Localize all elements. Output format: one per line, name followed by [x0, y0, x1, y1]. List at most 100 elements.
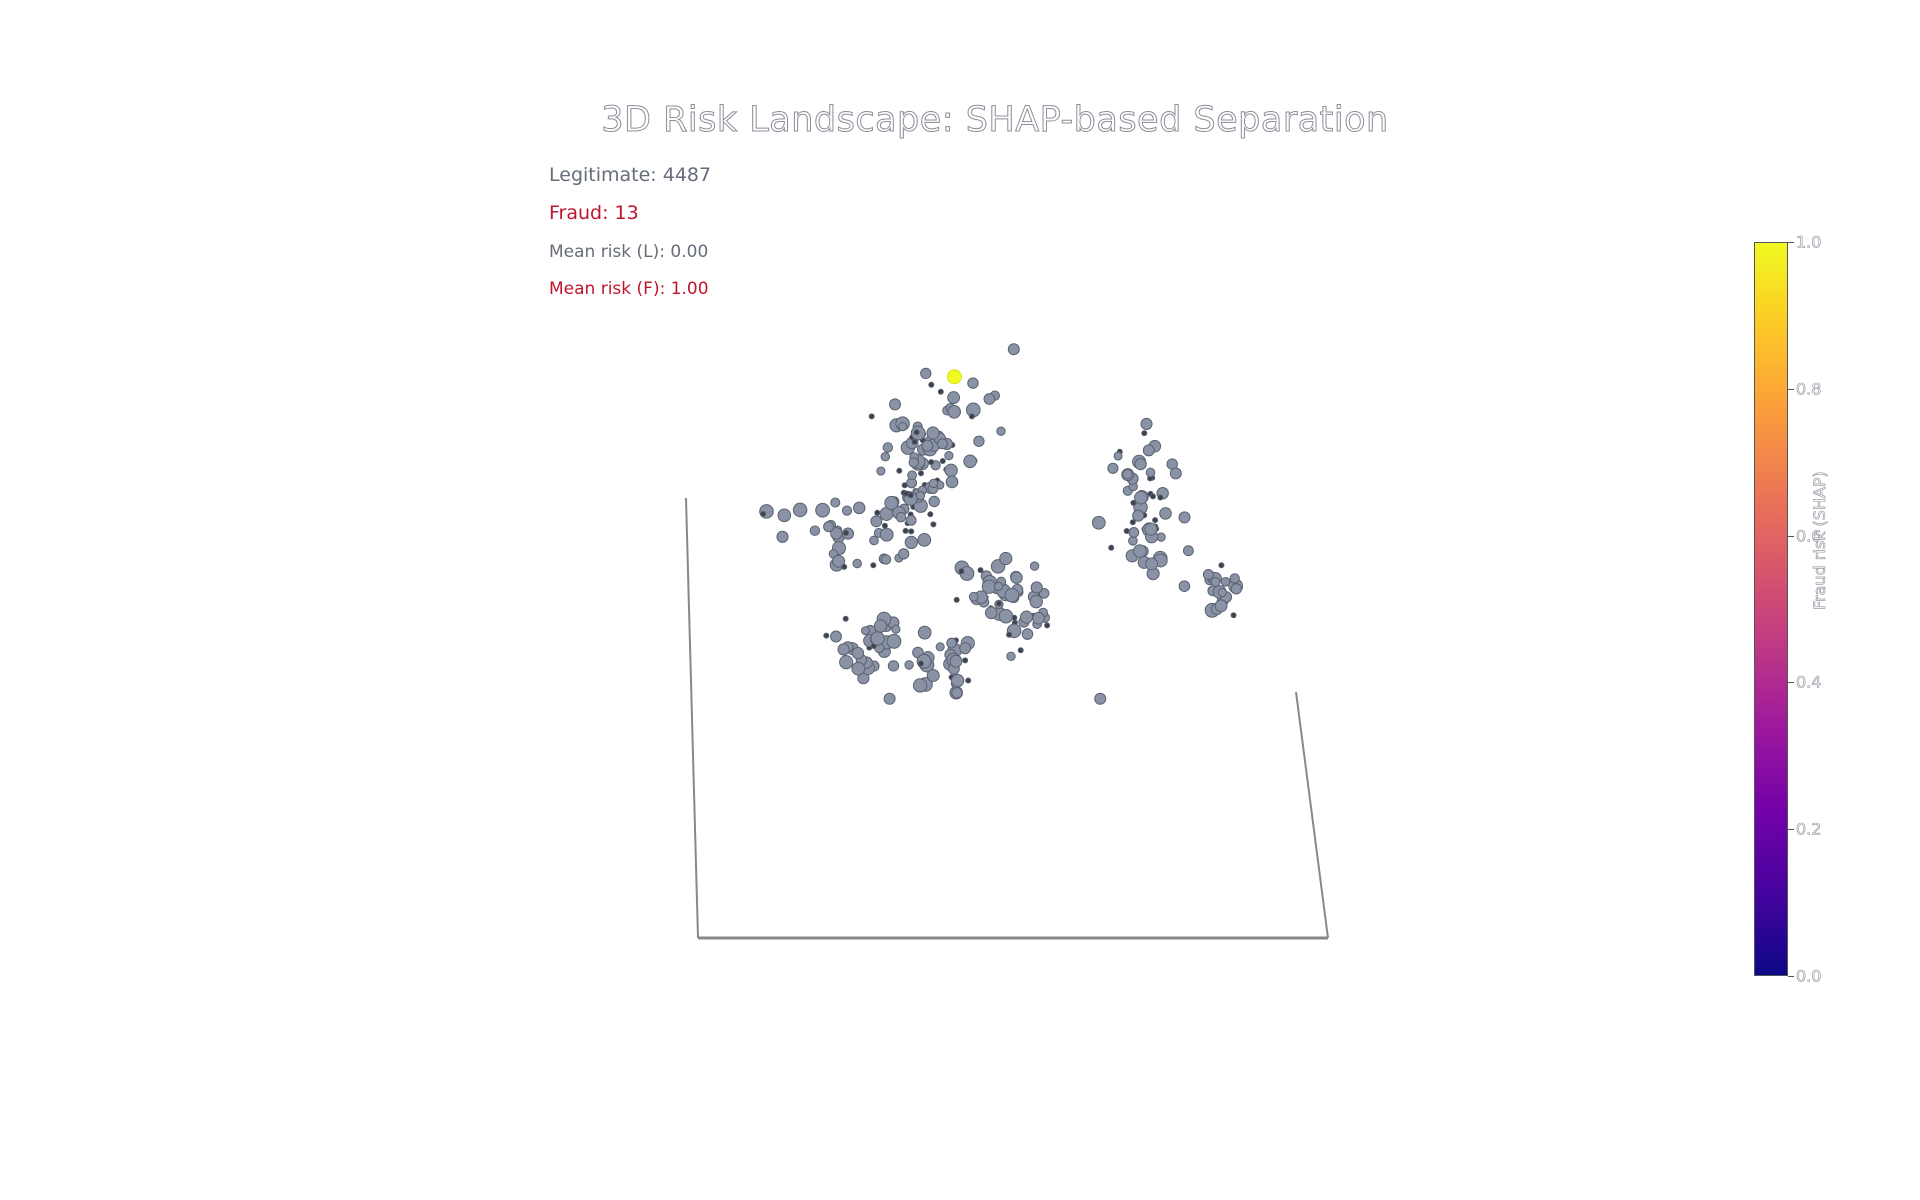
legit-point-213[interactable]: [958, 568, 965, 575]
legit-point-144[interactable]: [842, 615, 849, 622]
legit-point-317[interactable]: [1214, 599, 1228, 613]
legit-point-249[interactable]: [1141, 430, 1148, 437]
legit-point-201[interactable]: [977, 567, 984, 574]
legit-point-253[interactable]: [1107, 462, 1119, 474]
legit-point-261[interactable]: [1113, 451, 1123, 461]
legit-point-17[interactable]: [896, 467, 903, 474]
legit-point-279[interactable]: [1123, 528, 1130, 534]
legit-point-316[interactable]: [1217, 587, 1227, 598]
legit-point-231[interactable]: [1044, 622, 1051, 629]
fraud-point-0[interactable]: [946, 369, 962, 385]
legit-point-25[interactable]: [907, 470, 918, 481]
legit-point-326[interactable]: [883, 692, 896, 705]
legit-point-130[interactable]: [904, 535, 918, 550]
legit-point-72[interactable]: [926, 426, 940, 440]
legit-point-315[interactable]: [1229, 573, 1240, 584]
legit-point-296[interactable]: [1108, 544, 1115, 551]
legit-point-281[interactable]: [1128, 535, 1138, 546]
legit-point-87[interactable]: [968, 413, 975, 420]
legit-point-74[interactable]: [898, 422, 908, 432]
legit-point-82[interactable]: [967, 377, 979, 389]
legit-point-153[interactable]: [851, 661, 866, 676]
legit-point-286[interactable]: [1152, 517, 1159, 524]
legit-point-190[interactable]: [917, 625, 932, 640]
legit-point-262[interactable]: [1134, 457, 1147, 471]
legit-point-311[interactable]: [1178, 580, 1191, 592]
legit-point-161[interactable]: [837, 643, 850, 656]
legit-point-143[interactable]: [860, 626, 871, 636]
legit-point-184[interactable]: [951, 687, 963, 699]
legit-point-234[interactable]: [1004, 587, 1020, 603]
legit-point-287[interactable]: [1144, 522, 1158, 536]
legit-point-188[interactable]: [918, 660, 924, 667]
legit-point-244[interactable]: [1032, 611, 1045, 625]
legit-point-101[interactable]: [832, 554, 846, 568]
legit-point-187[interactable]: [946, 637, 957, 649]
legit-point-176[interactable]: [965, 677, 972, 684]
legit-point-329[interactable]: [1169, 467, 1182, 480]
legit-point-229[interactable]: [1019, 610, 1034, 624]
legit-point-151[interactable]: [886, 633, 902, 649]
legit-point-56[interactable]: [939, 458, 946, 464]
legit-point-328[interactable]: [1007, 343, 1020, 356]
legit-point-66[interactable]: [936, 438, 948, 450]
legit-point-112[interactable]: [874, 509, 881, 516]
legit-point-36[interactable]: [915, 490, 926, 501]
legit-point-131[interactable]: [905, 514, 917, 526]
legit-point-106[interactable]: [823, 521, 835, 533]
legit-point-216[interactable]: [1006, 651, 1016, 662]
legit-point-89[interactable]: [928, 381, 935, 388]
legit-point-132[interactable]: [880, 554, 892, 565]
legit-point-215[interactable]: [968, 591, 979, 602]
legit-point-121[interactable]: [908, 528, 915, 535]
legit-point-192[interactable]: [962, 657, 969, 664]
legit-point-76[interactable]: [880, 451, 891, 462]
legit-point-223[interactable]: [1017, 647, 1024, 654]
legit-point-19[interactable]: [927, 511, 934, 518]
legit-point-245[interactable]: [1006, 631, 1013, 638]
legit-point-314[interactable]: [1210, 577, 1221, 588]
legit-point-284[interactable]: [1159, 507, 1172, 520]
legit-point-133[interactable]: [881, 522, 888, 529]
legit-point-122[interactable]: [903, 490, 910, 497]
legit-point-322[interactable]: [760, 511, 767, 517]
legit-point-110[interactable]: [870, 562, 877, 569]
legit-point-113[interactable]: [869, 535, 879, 546]
legit-point-128[interactable]: [884, 495, 899, 511]
legit-point-224[interactable]: [1029, 561, 1040, 571]
legit-point-299[interactable]: [1145, 557, 1159, 571]
legit-point-88[interactable]: [947, 405, 961, 419]
legit-point-67[interactable]: [868, 413, 875, 420]
legit-point-54[interactable]: [944, 463, 958, 478]
legit-point-306[interactable]: [1230, 612, 1237, 619]
legit-point-129[interactable]: [870, 515, 883, 528]
legit-point-80[interactable]: [983, 393, 996, 405]
legit-point-125[interactable]: [898, 548, 910, 560]
legit-point-73[interactable]: [913, 429, 920, 436]
legit-point-221[interactable]: [1010, 571, 1023, 584]
legit-point-86[interactable]: [937, 388, 944, 395]
legit-point-50[interactable]: [963, 454, 977, 469]
legit-point-272[interactable]: [1182, 545, 1194, 557]
legit-point-267[interactable]: [1122, 469, 1133, 480]
legit-point-154[interactable]: [830, 630, 842, 643]
legit-point-186[interactable]: [912, 678, 928, 693]
legit-point-324[interactable]: [921, 439, 934, 452]
legit-point-177[interactable]: [904, 660, 914, 670]
legit-point-158[interactable]: [851, 646, 865, 660]
legit-point-124[interactable]: [879, 527, 894, 542]
legit-point-16[interactable]: [876, 466, 886, 476]
legit-point-59[interactable]: [918, 470, 924, 477]
legit-point-90[interactable]: [792, 502, 808, 518]
legit-point-127[interactable]: [895, 511, 907, 523]
legit-point-243[interactable]: [1030, 581, 1043, 594]
legit-point-163[interactable]: [870, 631, 885, 646]
legit-point-42[interactable]: [973, 435, 985, 447]
legit-point-220[interactable]: [993, 581, 1004, 592]
legit-point-174[interactable]: [935, 642, 945, 652]
legit-point-226[interactable]: [995, 600, 1002, 607]
legit-point-210[interactable]: [953, 596, 960, 603]
legit-point-289[interactable]: [1178, 511, 1191, 524]
legit-point-109[interactable]: [841, 563, 848, 570]
legit-point-11[interactable]: [930, 521, 937, 528]
